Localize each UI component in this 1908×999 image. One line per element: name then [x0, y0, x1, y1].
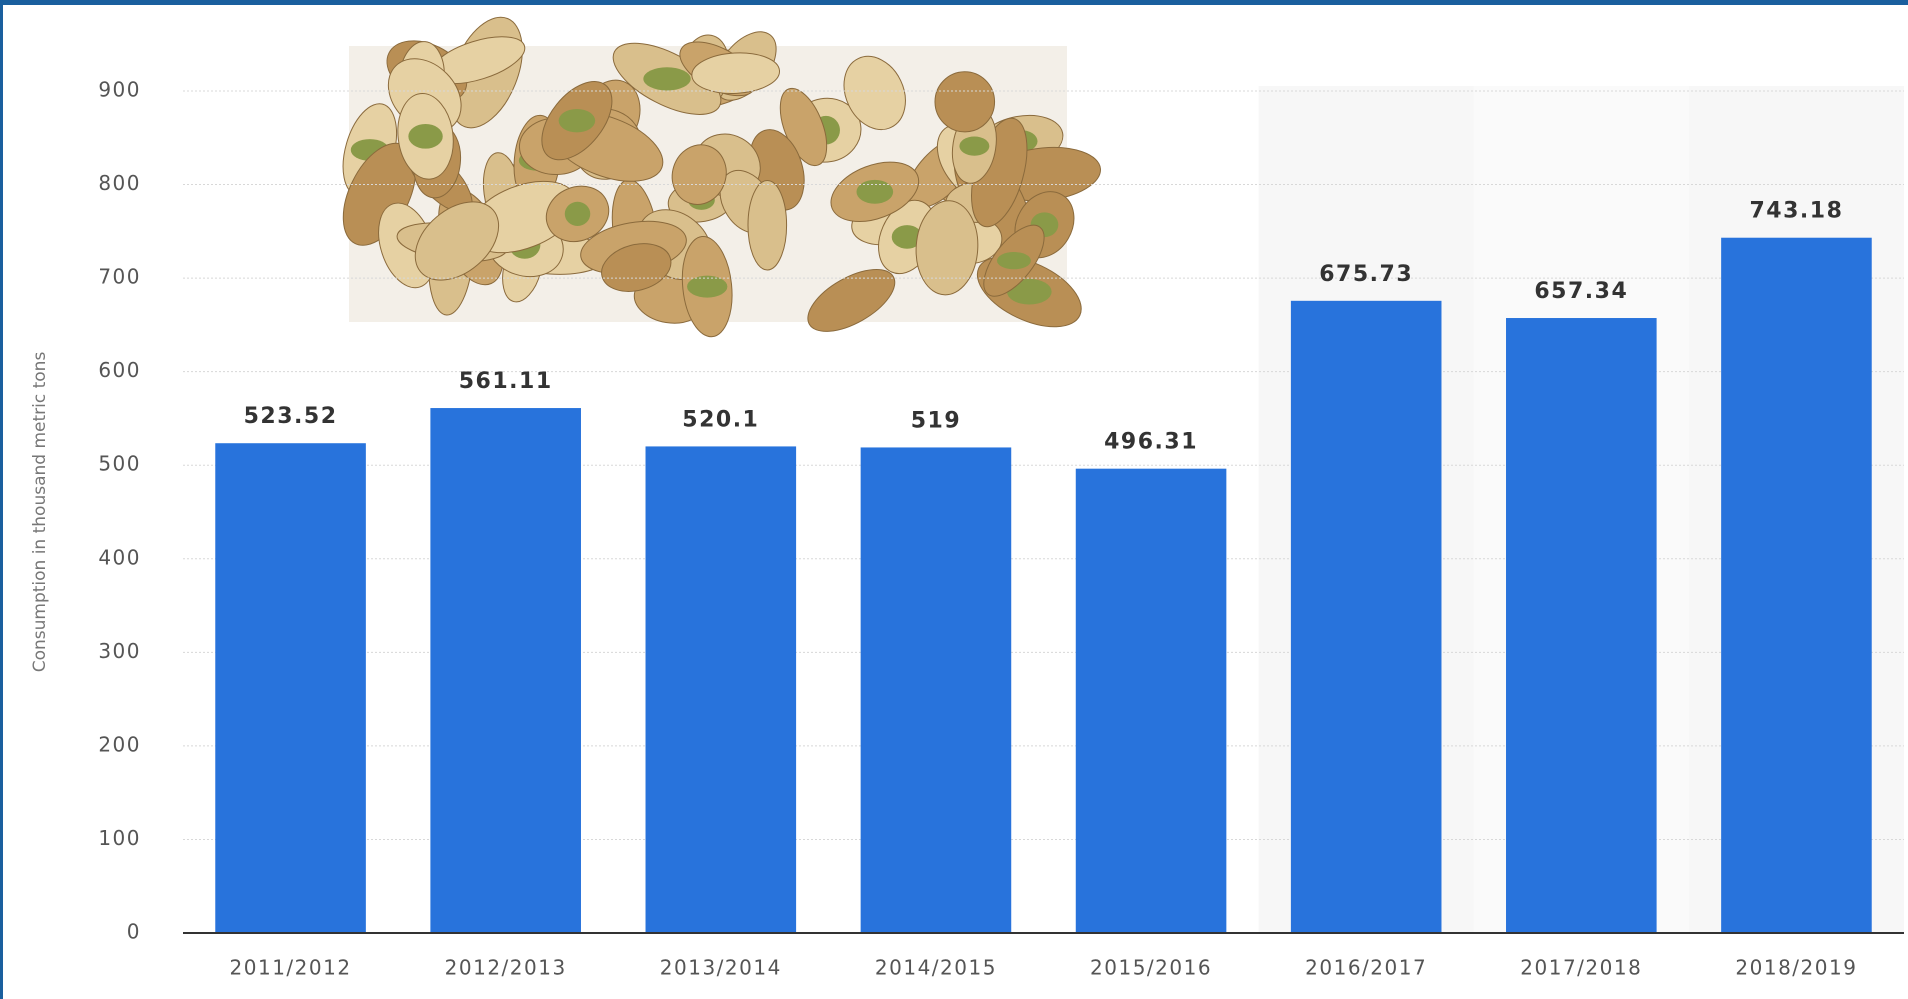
value-label: 561.11 — [459, 369, 553, 394]
bar — [645, 446, 797, 933]
y-tick-label: 700 — [98, 265, 141, 289]
bar — [1506, 318, 1657, 933]
pistachio — [915, 200, 979, 296]
bar — [1075, 468, 1227, 933]
value-label: 743.18 — [1749, 199, 1843, 224]
y-tick-label: 900 — [98, 78, 141, 102]
y-tick-label: 100 — [98, 826, 141, 850]
kernel — [408, 123, 443, 149]
x-tick-label: 2017/2018 — [1520, 956, 1642, 980]
x-tick-label: 2016/2017 — [1305, 956, 1427, 980]
y-tick-label: 0 — [127, 920, 141, 944]
bar — [1290, 300, 1442, 934]
pistachio — [747, 179, 788, 271]
bar — [215, 443, 366, 933]
pistachio — [414, 201, 500, 281]
kernel — [564, 201, 591, 226]
pistachio — [601, 243, 672, 292]
value-label: 496.31 — [1104, 430, 1198, 455]
y-tick-label: 300 — [98, 639, 141, 663]
y-tick-label: 800 — [98, 171, 141, 195]
y-tick-label: 600 — [98, 358, 141, 382]
x-tick-label: 2011/2012 — [230, 956, 352, 980]
kernel — [856, 179, 894, 204]
kernel — [643, 67, 691, 91]
y-tick-label: 200 — [98, 732, 141, 756]
x-tick-label: 2018/2019 — [1735, 956, 1857, 980]
y-axis-label: Consumption in thousand metric tons — [30, 352, 50, 673]
value-label: 520.1 — [682, 407, 759, 432]
kernel — [996, 252, 1031, 270]
kernel — [1006, 278, 1052, 305]
kernel — [558, 108, 596, 133]
y-tick-label: 500 — [98, 452, 141, 476]
photo — [342, 16, 1101, 338]
bar — [1721, 237, 1872, 934]
x-tick-label: 2015/2016 — [1090, 956, 1212, 980]
value-label: 523.52 — [244, 404, 338, 429]
bar — [860, 447, 1012, 933]
y-tick-label: 400 — [98, 545, 141, 569]
bar — [430, 408, 581, 933]
value-label: 657.34 — [1534, 279, 1628, 304]
kernel — [687, 275, 728, 298]
pistachio — [691, 52, 781, 94]
x-tick-label: 2012/2013 — [445, 956, 567, 980]
kernel — [891, 225, 923, 249]
pistachio — [807, 268, 896, 332]
value-label: 675.73 — [1319, 262, 1413, 287]
x-tick-label: 2013/2014 — [660, 956, 782, 980]
frame-top — [0, 0, 1908, 5]
pistachio — [843, 55, 906, 131]
frame-left — [0, 0, 3, 999]
kernel — [959, 136, 990, 156]
pistachio — [671, 144, 727, 205]
value-label: 519 — [911, 408, 961, 433]
x-tick-label: 2014/2015 — [875, 956, 997, 980]
pistachio — [934, 71, 996, 133]
